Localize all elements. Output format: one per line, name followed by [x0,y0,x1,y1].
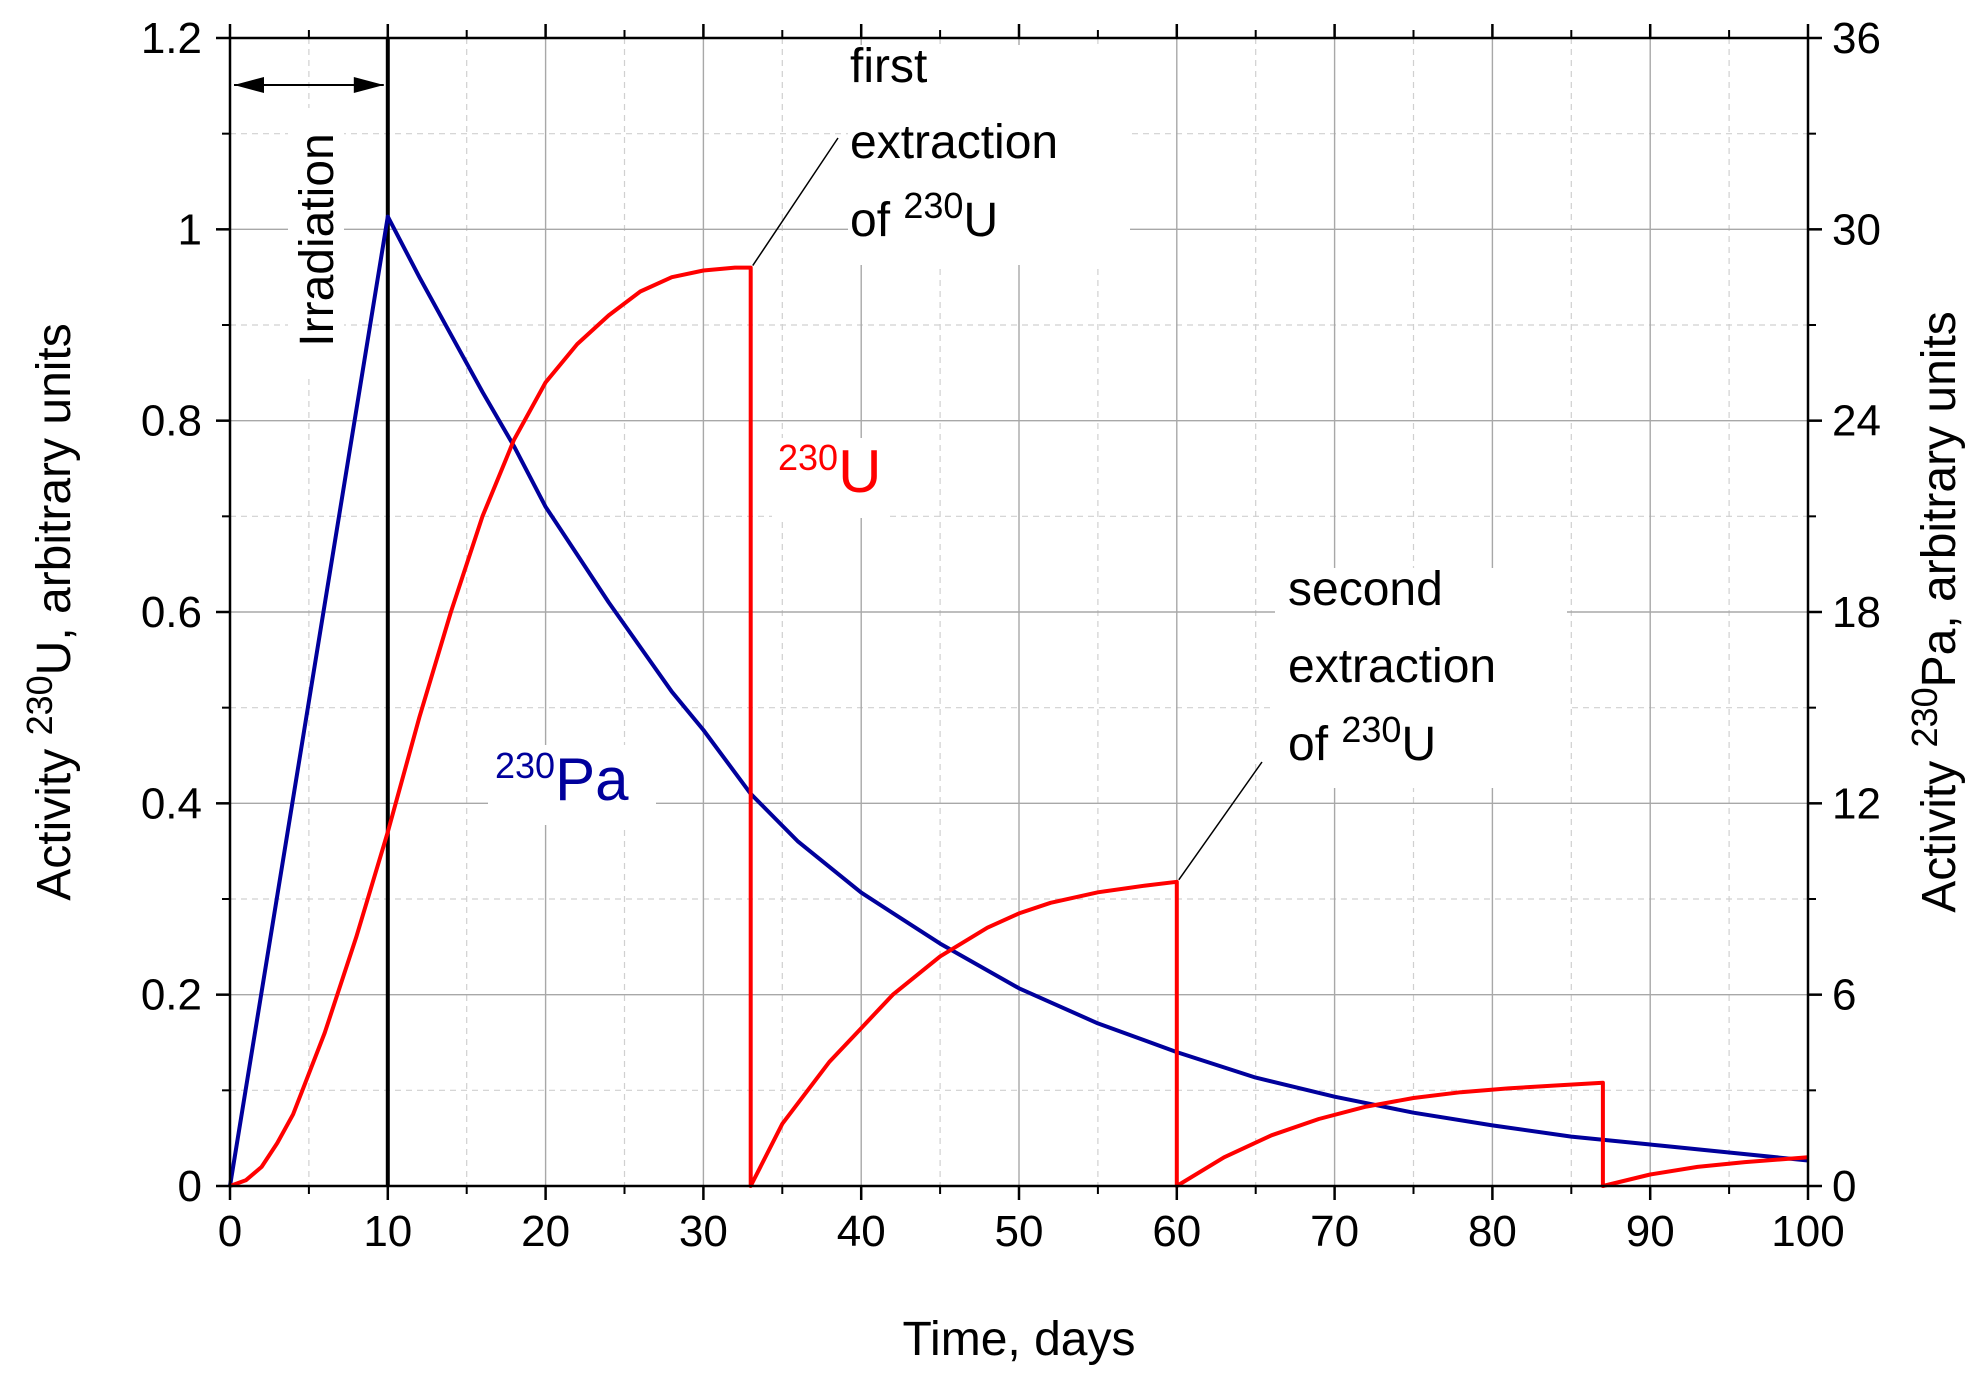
x-tick-label: 90 [1626,1207,1675,1256]
y-left-title-post: U, arbitrary units [28,323,81,675]
axes [216,24,1822,1200]
second-l3-post: U [1401,718,1436,771]
first-l3-sup: 230 [903,185,963,226]
x-tick-label: 50 [995,1207,1044,1256]
y-left-tick-label: 0.2 [141,971,202,1020]
u-label-sup: 230 [778,437,838,478]
tick-labels: 0 10 20 30 40 50 60 70 80 90 10000.20.40.60.811.20… [141,14,1881,1256]
irradiation-background [288,108,344,378]
x-tick-label: 0 [218,1207,242,1256]
first-extraction-line3: of 230U [850,185,998,247]
second-l3-pre: of [1288,718,1341,771]
first-extraction-annotation: first extraction of 230U [752,40,1058,267]
y-left-tick-label: 1 [178,205,202,254]
x-tick-label: 40 [837,1207,886,1256]
first-l3-pre: of [850,194,903,247]
second-extraction-line1: second [1288,563,1443,616]
y-left-tick-label: 0 [178,1162,202,1211]
y-right-tick-label: 0 [1832,1162,1856,1211]
y-left-title-pre: Activity [28,735,81,900]
series-label-u: 230U [778,437,881,505]
second-extraction-annotation: second extraction of 230U [1178,563,1496,881]
first-extraction-line2: extraction [850,116,1058,169]
y-left-tick-label: 1.2 [141,14,202,63]
irradiation-label: Irradiation [291,133,344,346]
x-tick-label: 70 [1310,1207,1359,1256]
x-tick-label: 80 [1468,1207,1517,1256]
y-right-tick-label: 24 [1832,397,1881,446]
y-axis-left-title: Activity 230U, arbitrary units [19,323,81,901]
u-label-main: U [838,438,881,505]
y-left-title-sup: 230 [19,675,60,735]
x-tick-label: 100 [1771,1207,1844,1256]
first-extraction-background [848,45,1130,265]
first-l3-post: U [963,194,998,247]
x-axis-title: Time, days [903,1313,1136,1366]
annotation-backgrounds [288,45,1567,825]
second-extraction-background [1275,568,1567,788]
y-left-tick-label: 0.4 [141,779,202,828]
second-extraction-line3: of 230U [1288,709,1436,771]
y-right-title-post: Pa, arbitrary units [1913,311,1966,687]
y-left-tick-label: 0.8 [141,397,202,446]
u-label-background [772,438,890,518]
second-l3-sup: 230 [1341,709,1401,750]
first-extraction-line1: first [850,40,927,93]
y-right-tick-label: 12 [1832,779,1881,828]
y-right-tick-label: 6 [1832,971,1856,1020]
x-tick-label: 20 [521,1207,570,1256]
pa-label-main: Pa [555,746,629,813]
y-right-title-pre: Activity [1913,747,1966,912]
y-right-tick-label: 36 [1832,14,1881,63]
series-label-pa: 230Pa [495,745,629,813]
y-axis-right-title: Activity 230Pa, arbitrary units [1904,311,1966,913]
y-left-tick-label: 0.6 [141,588,202,637]
second-extraction-line2: extraction [1288,640,1496,693]
pa-label-sup: 230 [495,745,555,786]
irradiation-arrowhead-left [234,77,264,93]
series-line-u [229,265,1809,1188]
x-tick-label: 10 [363,1207,412,1256]
series-line-pa [228,214,1809,1187]
x-tick-label: 30 [679,1207,728,1256]
y-right-tick-label: 30 [1832,205,1881,254]
second-extraction-leader [1178,761,1263,881]
y-right-tick-label: 18 [1832,588,1881,637]
x-tick-label: 60 [1152,1207,1201,1256]
pa-label-background [488,745,656,825]
irradiation-annotation: Irradiation [234,77,384,347]
series-layer [228,38,1809,1188]
irradiation-arrowhead-right [353,77,384,93]
first-extraction-leader [752,137,839,267]
y-right-title-sup: 230 [1904,687,1945,747]
